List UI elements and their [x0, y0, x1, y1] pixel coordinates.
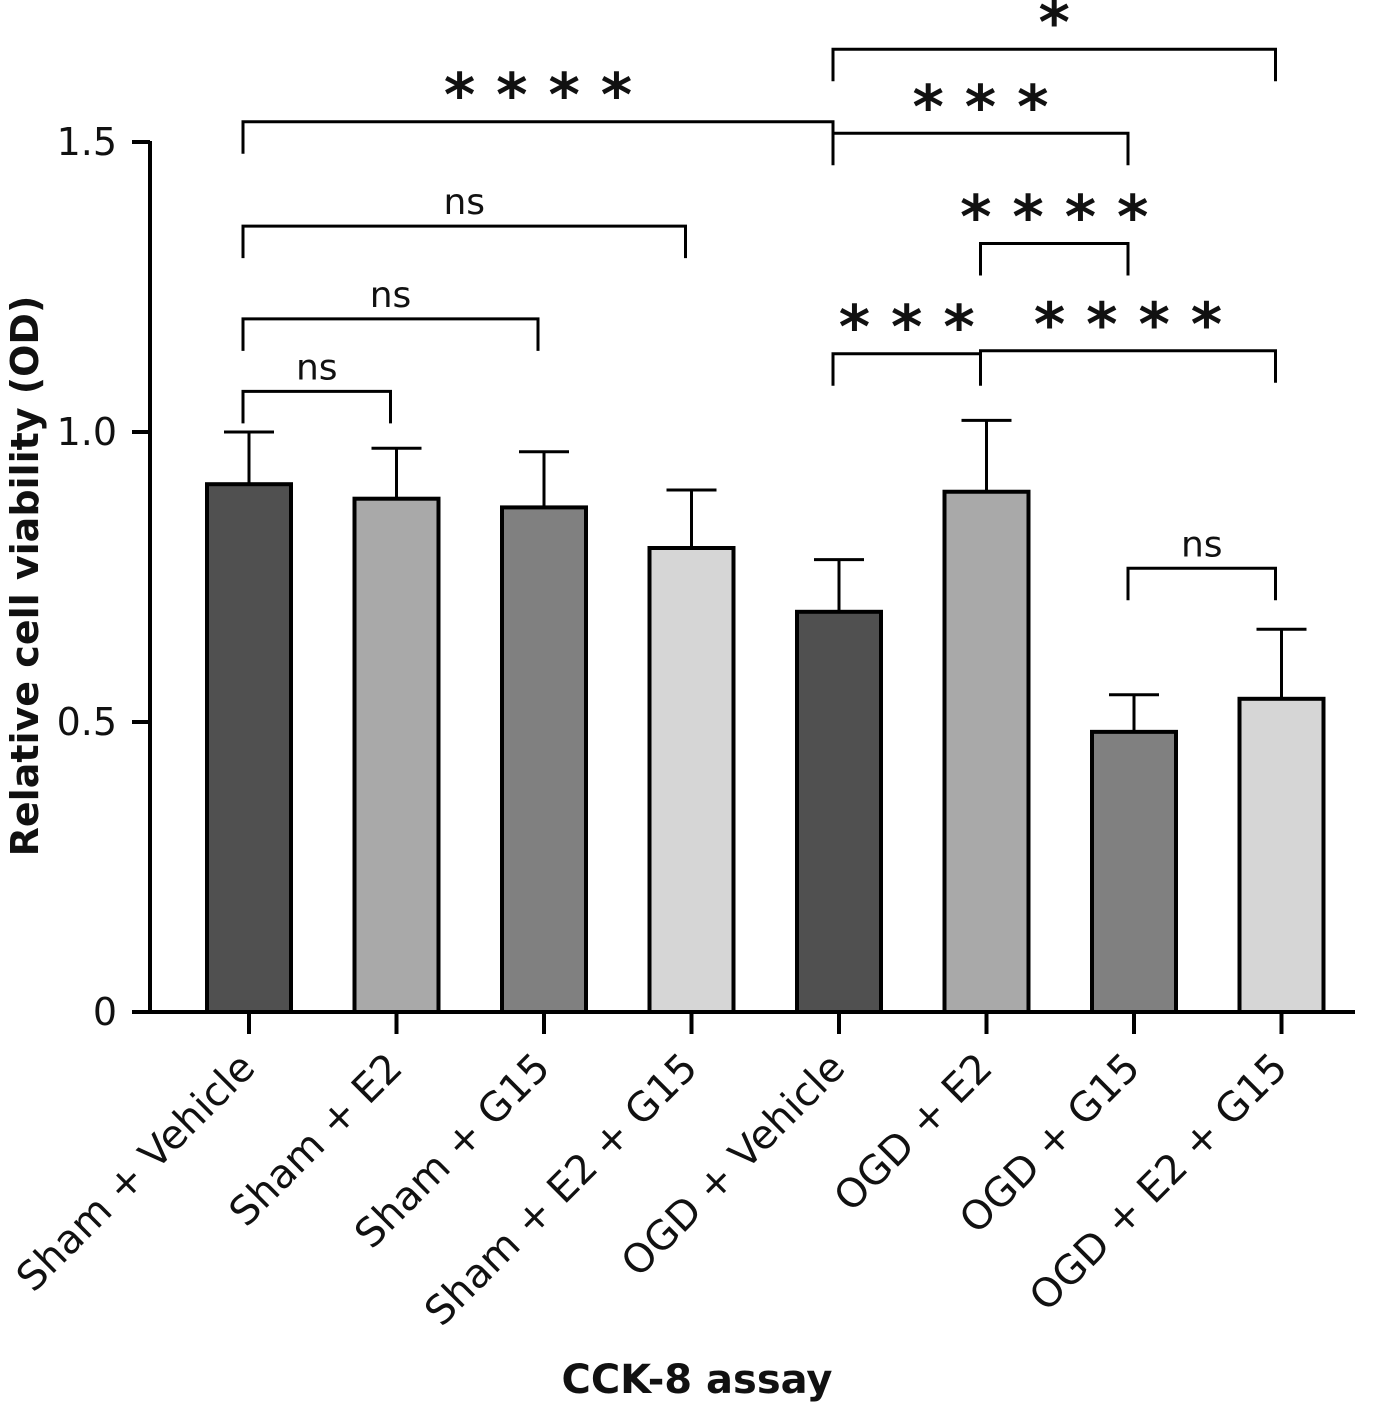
x-tick-label: Sham + Vehicle — [8, 1045, 264, 1301]
significance-bracket — [241, 224, 687, 259]
x-tick-label: OGD + E2 + G15 — [1021, 1045, 1297, 1321]
bar — [942, 489, 1031, 1014]
significance-bracket — [241, 389, 392, 424]
bar — [795, 609, 883, 1014]
significance-label: * * * * — [1034, 290, 1222, 360]
significance-label: * * * * — [444, 61, 632, 131]
x-axis-label: CCK-8 assay — [561, 1357, 832, 1403]
significance-label: ns — [443, 182, 485, 223]
y-tick-label: 0.5 — [57, 700, 117, 744]
significance-bracket — [831, 131, 1130, 166]
y-axis-label: Relative cell viability (OD) — [3, 296, 47, 857]
significance-label: ns — [1181, 524, 1223, 565]
bar — [500, 505, 588, 1014]
significance-bracket — [1126, 566, 1277, 601]
significance-label: * * * * — [960, 183, 1148, 253]
bar — [647, 546, 736, 1014]
y-tick-label: 1.0 — [57, 410, 117, 454]
y-tick-label: 0 — [93, 990, 117, 1034]
significance-label: * * * — [839, 293, 975, 363]
y-ticks: 0 0.5 1.0 1.5 — [57, 120, 150, 1034]
significance-label: ns — [296, 347, 338, 388]
bar — [1237, 696, 1326, 1014]
significance-bracket — [979, 349, 1277, 383]
bar — [1090, 729, 1178, 1014]
significance-bracket — [241, 317, 540, 351]
bar — [352, 496, 441, 1014]
significance-label: * — [1039, 0, 1070, 58]
y-tick-label: 1.5 — [57, 120, 117, 164]
significance-label: * * * — [913, 72, 1049, 142]
significance-bracket — [831, 47, 1277, 82]
x-tick-label: Sham + E2 + G15 — [416, 1045, 706, 1335]
significance-label: ns — [370, 275, 412, 316]
significance-bracket — [979, 242, 1130, 276]
error-bars — [224, 418, 1307, 732]
bar — [205, 482, 293, 1014]
bars — [205, 482, 1326, 1014]
